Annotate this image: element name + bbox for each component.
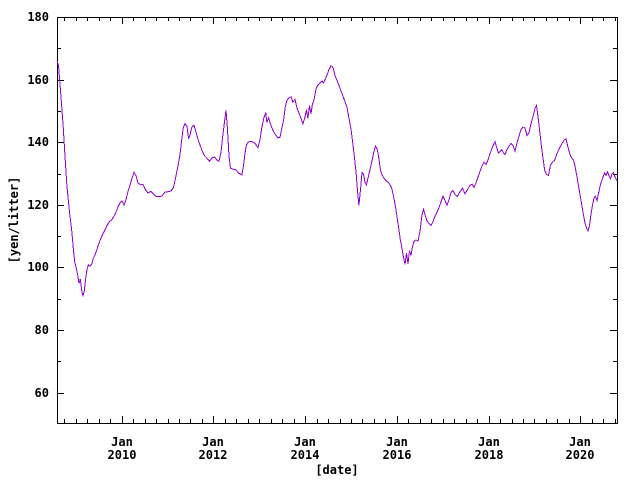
y-tick-label: 60: [35, 386, 49, 400]
x-tick-label-year: 2018: [475, 448, 504, 462]
plot-border: [57, 17, 618, 424]
y-tick-label: 80: [35, 323, 49, 337]
x-tick-label-month: Jan: [202, 435, 224, 449]
y-tick-label: 100: [27, 260, 49, 274]
x-tick-label-year: 2020: [566, 448, 595, 462]
y-axis-title: [yen/litter]: [7, 177, 21, 264]
x-tick-label-year: 2014: [291, 448, 320, 462]
axis-tick-labels: Jan2010Jan2012Jan2014Jan2016Jan2018Jan20…: [27, 10, 594, 462]
x-tick-label-year: 2010: [108, 448, 137, 462]
x-tick-label-month: Jan: [294, 435, 316, 449]
axis-ticks: [57, 17, 617, 423]
y-tick-label: 160: [27, 73, 49, 87]
x-axis-title: [date]: [315, 463, 358, 477]
y-tick-label: 180: [27, 10, 49, 24]
x-tick-label-month: Jan: [111, 435, 133, 449]
data-series: [56, 60, 618, 297]
y-tick-label: 120: [27, 198, 49, 212]
x-tick-label-month: Jan: [386, 435, 408, 449]
x-tick-label-year: 2016: [383, 448, 412, 462]
x-tick-label-month: Jan: [478, 435, 500, 449]
x-tick-label-year: 2012: [199, 448, 228, 462]
price-line: [56, 60, 618, 297]
x-tick-label-month: Jan: [569, 435, 591, 449]
y-tick-label: 140: [27, 135, 49, 149]
